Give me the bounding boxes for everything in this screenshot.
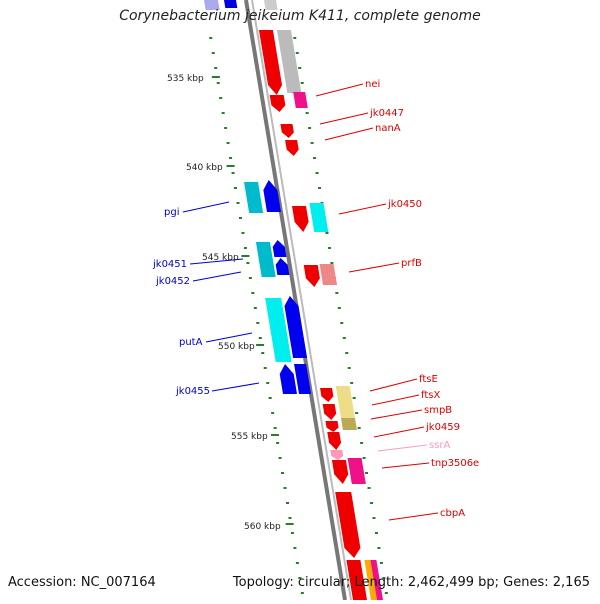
gene-bar-jk0447	[280, 124, 294, 138]
gene-bar-cbpA	[335, 492, 361, 558]
gene-bar-jk0455-b	[294, 364, 312, 394]
leader-line	[324, 127, 374, 141]
leader-line	[370, 409, 423, 420]
gene-bar-jk0455	[279, 364, 298, 394]
gene-bar-ftsE	[320, 388, 334, 402]
leader-line	[192, 271, 242, 282]
leader-line	[371, 394, 420, 406]
accession-text: Accession: NC_007164	[8, 575, 156, 590]
gene-label-prfB[interactable]: prfB	[401, 258, 422, 269]
gene-label-nanA[interactable]: nanA	[375, 123, 401, 134]
kbp-markers: 535 kbp 540 kbp 545 kbp 550 kbp 555 kbp …	[167, 74, 281, 532]
gene-bar-pgi	[263, 180, 281, 212]
gene-bar-red-3	[327, 432, 342, 450]
leader-line	[182, 201, 230, 213]
kbp-marker-535: 535 kbp	[167, 74, 204, 84]
gene-label-jk0450[interactable]: jk0450	[387, 199, 422, 210]
gene-label-jk0451[interactable]: jk0451	[152, 259, 187, 270]
leader-line	[373, 426, 425, 438]
gene-label-jk0455[interactable]: jk0455	[175, 386, 210, 397]
gene-label-cbpA[interactable]: cbpA	[440, 508, 465, 519]
gene-bar-nanA	[285, 140, 299, 156]
gene-label-ssrA[interactable]: ssrA	[429, 440, 451, 451]
gene-bar-smpB	[322, 404, 337, 420]
kbp-marker-560: 560 kbp	[244, 522, 281, 532]
gene-bar-jk0450	[291, 206, 309, 232]
gene-bar-jk0459	[325, 421, 339, 432]
gene-bar-prfB-pink	[319, 264, 338, 285]
leader-line	[369, 378, 418, 392]
gene-bar-pgi-cyan	[244, 182, 264, 213]
gene-bar-putA-cyan	[265, 298, 292, 362]
kbp-marker-540: 540 kbp	[186, 163, 223, 173]
leader-line	[381, 462, 430, 469]
gene-label-putA[interactable]: putA	[179, 337, 203, 348]
leader-line	[319, 112, 369, 125]
gene-bar-pink-1	[293, 92, 308, 108]
left-gene-labels: pgi jk0451 jk0452 putA jk0455	[152, 207, 210, 397]
gene-bar-top-3	[264, 0, 278, 10]
gene-bar-jk0452	[275, 258, 290, 275]
leader-line	[315, 83, 364, 97]
gene-label-ftsE[interactable]: ftsE	[419, 374, 438, 385]
leader-line	[211, 382, 260, 392]
gene-bar-top-1	[204, 0, 220, 10]
gene-bar-red-2	[269, 95, 286, 112]
leader-line	[348, 262, 400, 273]
gene-bar-jk0451-cyan	[255, 242, 273, 260]
gene-bar-olive	[340, 418, 357, 430]
gene-features	[204, 0, 383, 600]
gene-bar-bottom-orange	[364, 560, 377, 600]
gene-label-ftsX[interactable]: ftsX	[421, 390, 440, 401]
gene-bar-grey-1	[276, 30, 302, 93]
gene-label-jk0447[interactable]: jk0447	[369, 108, 404, 119]
gene-bar-prfB	[303, 265, 320, 287]
gene-label-nei[interactable]: nei	[365, 79, 380, 90]
gene-bar-jk0452-cyan	[258, 259, 276, 277]
gene-label-jk0459[interactable]: jk0459	[425, 422, 460, 433]
gene-bar-jk0451	[272, 240, 287, 257]
leader-line	[189, 258, 244, 265]
kbp-marker-545: 545 kbp	[202, 253, 239, 263]
gene-bar-ssrA	[330, 450, 344, 460]
leader-line	[388, 512, 439, 521]
label-leaders	[182, 83, 439, 521]
map-title: Corynebacterium jeikeium K411, complete …	[119, 8, 481, 24]
kbp-marker-555: 555 kbp	[231, 432, 268, 442]
backbone-line-outer	[244, 0, 347, 601]
gene-bar-bottom-red	[346, 560, 367, 600]
gene-bar-tnp3506e	[331, 460, 349, 484]
gene-bar-ftsX	[335, 386, 355, 418]
right-gene-labels: nei jk0447 nanA jk0450 prfB ftsE ftsX sm…	[365, 79, 479, 519]
gene-bar-top-2	[224, 0, 238, 8]
gene-bar-bottom-pink	[370, 560, 383, 600]
leader-line	[338, 203, 387, 215]
leader-line	[377, 444, 428, 452]
leader-line	[205, 332, 253, 343]
gene-label-tnp3506e[interactable]: tnp3506e	[431, 458, 479, 469]
gene-bar-tnp3506e-pink	[347, 458, 366, 484]
gene-bar-putA	[284, 296, 308, 358]
gene-bar-nei	[258, 30, 283, 95]
gene-label-jk0452[interactable]: jk0452	[155, 276, 190, 287]
backbone-line-inner	[251, 0, 352, 601]
kbp-marker-550: 550 kbp	[218, 342, 255, 352]
gene-label-smpB[interactable]: smpB	[424, 405, 452, 416]
genome-summary-text: Topology: circular; Length: 2,462,499 bp…	[232, 575, 590, 590]
gene-label-pgi[interactable]: pgi	[164, 207, 179, 218]
gene-bar-jk0450-cyan	[309, 203, 329, 232]
